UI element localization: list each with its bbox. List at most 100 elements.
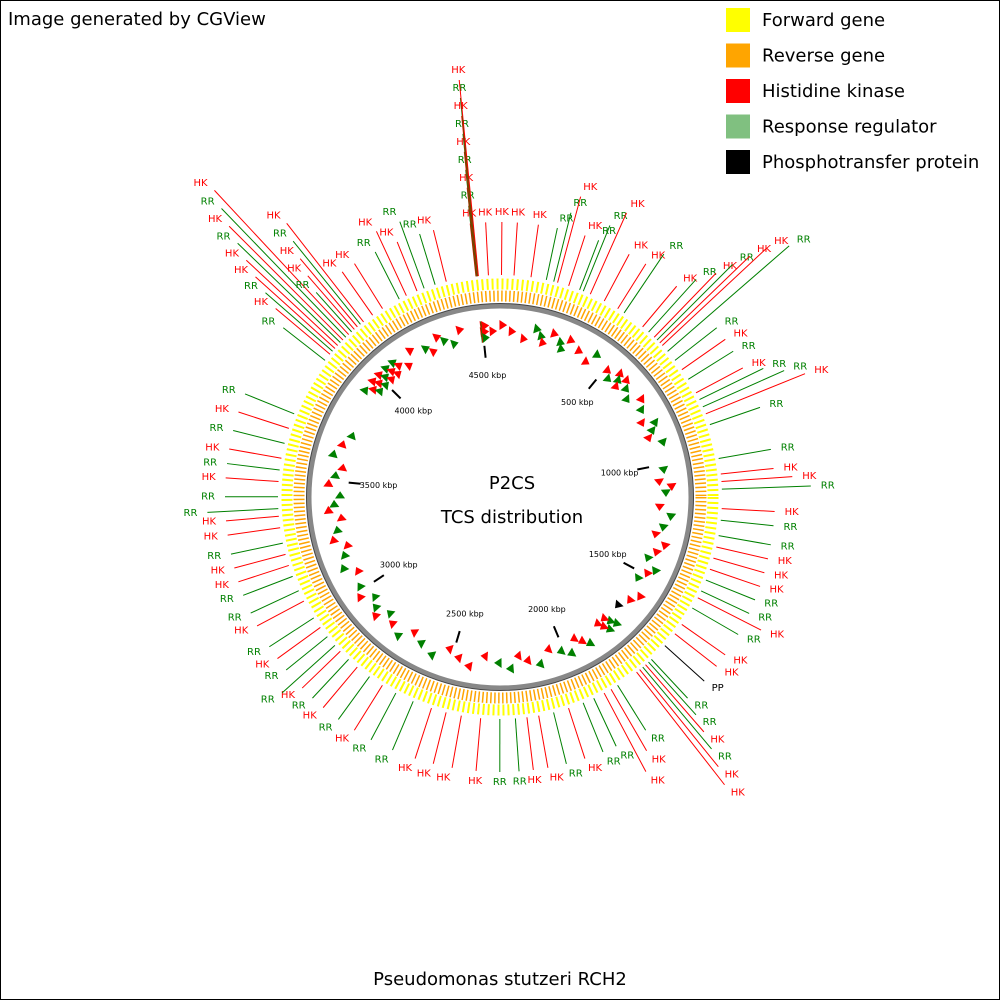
feature-label: HK [335, 250, 350, 261]
feature-glyph [372, 612, 382, 622]
feature-line [648, 278, 697, 333]
feature-glyph [635, 573, 644, 582]
feature-glyph [570, 633, 579, 642]
feature-glyph [660, 489, 671, 497]
feature-line [225, 515, 279, 522]
feature-label: HK [205, 442, 220, 453]
feature-line [299, 258, 358, 328]
feature-label: RR [203, 457, 217, 468]
feature-glyph [403, 362, 413, 371]
tick-mark [552, 625, 560, 638]
feature-line [432, 712, 447, 764]
feature-label: RR [602, 226, 616, 237]
tick-label: 2000 kbp [528, 605, 566, 614]
forward-gene-ring [281, 278, 719, 716]
feature-glyph [427, 651, 437, 661]
tick-mark [587, 378, 598, 390]
feature-glyph [346, 431, 356, 441]
feature-line [243, 575, 293, 596]
feature-line [221, 208, 347, 338]
feature-line [301, 650, 341, 689]
feature-line [568, 235, 586, 287]
feature-glyph [380, 365, 390, 374]
feature-line [603, 692, 647, 772]
feature-line [399, 221, 425, 289]
feature-line [651, 659, 688, 699]
feature-line [414, 708, 432, 759]
tick-mark [373, 574, 385, 583]
feature-glyph [635, 394, 645, 404]
feature-label: HK [588, 221, 603, 232]
feature-line [716, 546, 769, 560]
feature-line [226, 463, 280, 471]
feature-label: RR [220, 594, 234, 605]
feature-label: RR [292, 700, 306, 711]
feature-glyph [335, 491, 346, 499]
feature-line [514, 718, 520, 772]
feature-line [285, 636, 328, 671]
feature-glyph [489, 326, 498, 337]
feature-line [702, 370, 785, 408]
feature-glyph [627, 594, 636, 604]
feature-glyph [355, 567, 364, 576]
feature-line [713, 557, 765, 574]
feature-label: HK [358, 217, 373, 228]
feature-label: HK [335, 734, 350, 745]
feature-glyph [666, 512, 677, 521]
feature-label: RR [247, 647, 261, 658]
feature-label: HK [770, 630, 785, 641]
feature-line [265, 292, 333, 352]
feature-line [709, 406, 761, 426]
feature-label: HK [710, 734, 725, 745]
feature-glyph [657, 437, 667, 447]
feature-glyph [367, 385, 377, 395]
feature-label: RR [244, 281, 258, 292]
feature-line [642, 666, 712, 750]
feature-glyph [556, 336, 565, 347]
feature-line [557, 196, 582, 283]
feature-glyph [577, 635, 588, 645]
feature-line [582, 702, 604, 753]
feature-label: HK [814, 365, 829, 376]
tick-mark [623, 561, 635, 570]
feature-line [721, 476, 793, 483]
backbone-edge [306, 303, 694, 691]
feature-line [674, 327, 718, 361]
feature-glyph [432, 333, 442, 343]
feature-glyph [535, 658, 545, 669]
feature-label: HK [683, 274, 698, 285]
feature-label: RR [797, 234, 811, 245]
feature-line [700, 590, 750, 614]
feature-glyph [343, 540, 354, 550]
feature-glyph [499, 320, 508, 331]
feature-label: RR [228, 612, 242, 623]
tick-mark [483, 345, 487, 358]
tick-label: 4500 kbp [469, 371, 507, 380]
feature-glyph [644, 553, 654, 563]
feature-line [648, 661, 697, 716]
feature-line [432, 230, 447, 282]
feature-label: HK [204, 532, 219, 543]
feature-glyph [593, 618, 603, 627]
feature-label: RR [222, 385, 236, 396]
feature-line [227, 527, 281, 536]
feature-line [238, 564, 289, 583]
feature-line [645, 664, 705, 733]
center-subtitle: TCS distribution [440, 507, 583, 528]
feature-glyph [556, 343, 566, 353]
feature-line [269, 617, 315, 648]
feature-label: HK [478, 207, 493, 218]
feature-label: RR [383, 207, 397, 218]
feature-line [593, 698, 617, 747]
feature-glyph [614, 368, 624, 378]
feature-glyph [367, 377, 377, 387]
feature-line [275, 308, 331, 355]
feature-line [709, 568, 761, 587]
feature-label: HK [757, 244, 772, 255]
feature-line [667, 245, 790, 352]
feature-glyph [585, 637, 596, 647]
feature-glyph [508, 326, 517, 337]
feature-glyph [636, 418, 645, 427]
feature-line [589, 212, 627, 295]
feature-glyph [602, 364, 612, 374]
